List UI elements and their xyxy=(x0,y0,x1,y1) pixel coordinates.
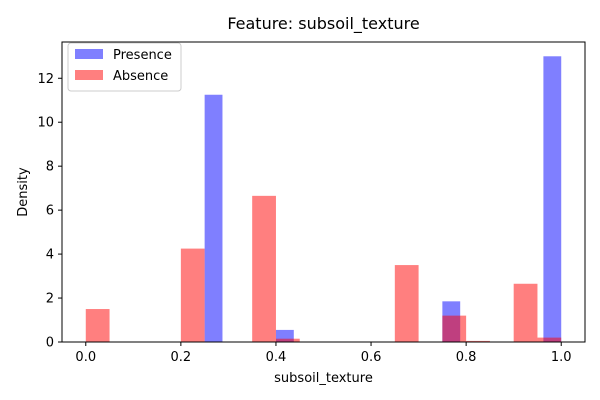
bar-absence-6 xyxy=(466,340,490,342)
x-tick-label: 0.0 xyxy=(75,350,96,365)
bar-absence-4 xyxy=(394,265,419,342)
legend-swatch-absence xyxy=(75,70,103,80)
bars-layer xyxy=(85,56,562,343)
x-tick-label: 0.6 xyxy=(361,350,382,365)
legend-swatch-presence xyxy=(75,49,103,59)
bar-presence-0 xyxy=(204,94,223,342)
legend-label-absence: Absence xyxy=(113,69,168,84)
bar-absence-8 xyxy=(537,337,562,342)
x-tick-label: 0.8 xyxy=(456,350,477,365)
x-tick-label: 0.4 xyxy=(266,350,287,365)
x-tick-label: 0.2 xyxy=(171,350,192,365)
legend: Presence Absence xyxy=(67,42,182,92)
chart-title: Feature: subsoil_texture xyxy=(227,14,419,34)
legend-label-presence: Presence xyxy=(113,48,172,63)
y-tick-label: 12 xyxy=(37,72,54,87)
x-tick-label: 1.0 xyxy=(551,350,572,365)
x-axis-label: subsoil_texture xyxy=(274,371,373,386)
bar-absence-0 xyxy=(85,309,110,342)
y-axis-ticks: 0 2 4 6 8 10 12 xyxy=(37,72,62,351)
y-tick-label: 0 xyxy=(46,336,54,351)
bar-absence-1 xyxy=(180,248,205,342)
bar-presence-3 xyxy=(543,56,562,343)
bar-absence-7 xyxy=(513,283,538,342)
y-tick-label: 6 xyxy=(46,204,54,219)
bar-absence-5 xyxy=(442,315,467,342)
bar-absence-2 xyxy=(252,195,276,342)
y-tick-label: 10 xyxy=(37,116,54,131)
axes-frame xyxy=(61,41,586,343)
y-axis-label: Density xyxy=(16,167,31,217)
y-tick-label: 4 xyxy=(46,248,54,263)
x-axis-ticks: 0.0 0.2 0.4 0.6 0.8 1.0 xyxy=(75,342,572,365)
y-tick-label: 2 xyxy=(46,292,54,307)
bar-absence-3 xyxy=(275,338,300,342)
y-tick-label: 8 xyxy=(46,160,54,175)
